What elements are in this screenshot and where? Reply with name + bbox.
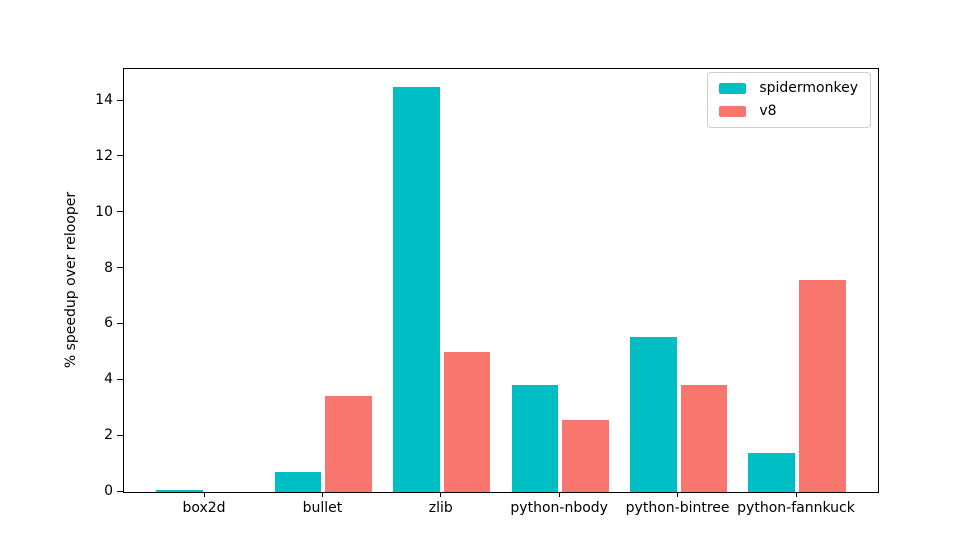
y-tick-mark-8 bbox=[117, 267, 123, 269]
y-tick-mark-12 bbox=[117, 155, 123, 157]
bar-spidermonkey-python-fannkuck bbox=[748, 453, 795, 492]
legend-label-spidermonkey: spidermonkey bbox=[759, 80, 858, 96]
x-tick-mark-python-fannkuck bbox=[795, 492, 797, 497]
bar-v8-python-nbody bbox=[562, 419, 609, 492]
x-tick-mark-python-bintree bbox=[677, 492, 679, 497]
bar-spidermonkey-zlib bbox=[393, 87, 440, 492]
y-tick-label-4: 4 bbox=[104, 371, 113, 388]
y-tick-label-0: 0 bbox=[104, 483, 113, 499]
bar-spidermonkey-python-bintree bbox=[630, 337, 677, 492]
y-tick-label-12: 12 bbox=[95, 147, 113, 164]
legend-swatch-spidermonkey-icon bbox=[719, 82, 747, 94]
y-tick-mark-4 bbox=[117, 378, 123, 380]
y-tick-label-2: 2 bbox=[104, 427, 113, 444]
y-tick-label-14: 14 bbox=[95, 92, 113, 109]
bar-v8-bullet bbox=[325, 395, 372, 492]
legend-item-spidermonkey: spidermonkey bbox=[719, 80, 858, 96]
y-tick-mark-0 bbox=[117, 490, 123, 492]
x-tick-label-python-bintree: python-bintree bbox=[625, 500, 730, 516]
y-tick-label-6: 6 bbox=[104, 315, 113, 332]
y-tick-label-8: 8 bbox=[104, 259, 113, 276]
x-tick-mark-python-nbody bbox=[558, 492, 560, 497]
x-tick-label-python-fannkuck: python-fannkuck bbox=[737, 500, 855, 516]
bar-v8-python-fannkuck bbox=[799, 279, 846, 492]
bar-v8-zlib bbox=[443, 352, 491, 492]
legend: spidermonkey v8 bbox=[707, 72, 871, 128]
x-tick-label-python-nbody: python-nbody bbox=[510, 500, 608, 516]
y-tick-mark-10 bbox=[117, 211, 123, 213]
legend-item-v8: v8 bbox=[719, 103, 858, 119]
legend-label-v8: v8 bbox=[759, 103, 777, 119]
x-tick-mark-zlib bbox=[440, 492, 442, 497]
bar-v8-python-bintree bbox=[680, 384, 728, 492]
x-tick-label-bullet: bullet bbox=[302, 500, 343, 516]
bar-spidermonkey-bullet bbox=[274, 471, 322, 492]
y-tick-label-10: 10 bbox=[95, 203, 113, 220]
x-tick-mark-box2d bbox=[203, 492, 205, 497]
bar-spidermonkey-box2d bbox=[156, 489, 203, 492]
x-tick-label-box2d: box2d bbox=[182, 500, 226, 516]
x-tick-mark-bullet bbox=[321, 492, 323, 497]
y-tick-mark-6 bbox=[117, 322, 123, 324]
y-tick-mark-14 bbox=[117, 99, 123, 101]
y-tick-mark-2 bbox=[117, 434, 123, 436]
plot-area: spidermonkey v8 bbox=[123, 68, 879, 493]
x-tick-label-zlib: zlib bbox=[428, 500, 453, 516]
bar-spidermonkey-python-nbody bbox=[511, 384, 559, 492]
legend-swatch-v8-icon bbox=[719, 105, 747, 117]
